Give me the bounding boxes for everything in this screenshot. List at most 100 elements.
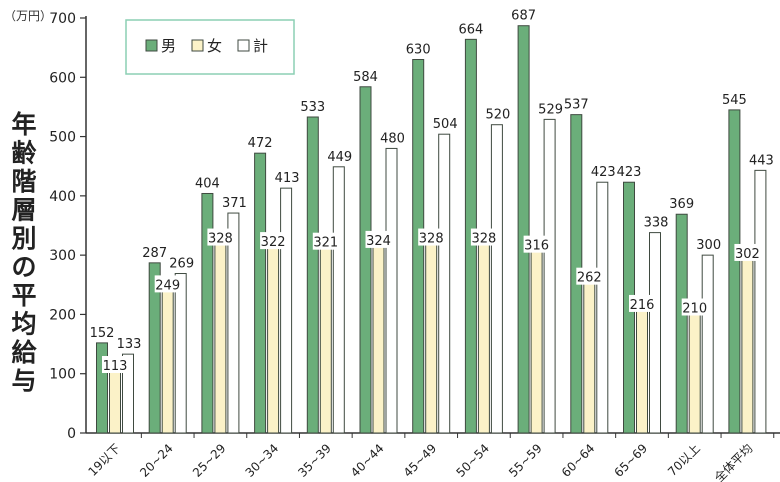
data-label-female: 328 xyxy=(419,232,444,247)
bar-計 xyxy=(227,212,240,434)
x-tick-label: 全体平均 xyxy=(711,441,756,482)
bar-女 xyxy=(688,308,701,434)
x-tick-label: 35~39 xyxy=(295,441,334,480)
data-label-female: 302 xyxy=(735,247,760,262)
bar-男 xyxy=(728,109,741,434)
y-tick-label: 500 xyxy=(49,130,76,146)
bar-女 xyxy=(583,277,596,434)
y-axis-title-char: 平 xyxy=(11,281,36,310)
y-axis-title-char: の xyxy=(11,253,36,282)
data-label-female: 210 xyxy=(682,302,707,317)
bar-男 xyxy=(517,25,530,434)
data-label-male: 630 xyxy=(406,43,431,58)
data-label-female: 316 xyxy=(524,239,549,254)
data-label-female-bg xyxy=(734,243,761,261)
x-tick-label: 60~64 xyxy=(559,441,598,480)
data-label-total: 423 xyxy=(591,165,616,180)
data-label-total: 529 xyxy=(538,102,563,117)
y-axis-title-char: 層 xyxy=(11,196,36,225)
bar-女 xyxy=(372,240,385,434)
data-label-female: 328 xyxy=(208,232,233,247)
x-tick-label: 40~44 xyxy=(348,441,387,480)
x-tick-label: 55~59 xyxy=(506,441,545,480)
bar-計 xyxy=(754,169,767,434)
data-label-male: 472 xyxy=(248,136,273,151)
data-label-male: 584 xyxy=(353,70,378,85)
data-label-female-bg xyxy=(154,275,181,293)
data-label-male: 152 xyxy=(90,326,115,341)
bar-計 xyxy=(490,124,503,434)
y-tick-label: 400 xyxy=(49,189,76,205)
data-label-female-bg xyxy=(523,235,550,253)
bar-計 xyxy=(174,273,187,434)
legend-label: 男 xyxy=(161,37,176,55)
y-axis-title-char: 与 xyxy=(11,367,36,396)
data-label-total: 480 xyxy=(380,131,405,146)
y-tick-label: 200 xyxy=(49,307,76,323)
x-tick-label: 45~49 xyxy=(401,441,440,480)
y-axis-title-char: 年 xyxy=(11,110,36,139)
data-label-female: 321 xyxy=(313,236,338,251)
bar-男 xyxy=(306,116,319,434)
data-label-female-bg xyxy=(470,228,497,246)
bar-女 xyxy=(741,253,754,434)
legend: 男女計 xyxy=(125,19,295,75)
bar-女 xyxy=(477,238,490,434)
data-label-female-bg xyxy=(576,267,603,285)
data-label-female-bg xyxy=(681,298,708,316)
bar-計 xyxy=(332,166,345,434)
data-label-male: 287 xyxy=(142,246,167,261)
y-tick-label: 300 xyxy=(49,248,76,264)
bar-男 xyxy=(254,152,267,434)
bar-女 xyxy=(425,238,438,434)
x-tick-label: 65~69 xyxy=(612,441,651,480)
x-tick-label: 70以上 xyxy=(665,441,703,479)
data-label-total: 300 xyxy=(696,238,721,253)
data-label-total: 133 xyxy=(117,337,142,352)
data-label-male: 533 xyxy=(300,100,325,115)
y-axis-title-char: 均 xyxy=(11,310,36,339)
bar-男 xyxy=(201,192,214,434)
x-tick-label: 50~54 xyxy=(453,441,492,480)
bar-計 xyxy=(280,187,293,434)
data-label-female-bg xyxy=(365,230,392,248)
data-label-female: 262 xyxy=(577,271,602,286)
x-tick-label: 30~34 xyxy=(243,441,282,480)
data-label-female-bg xyxy=(260,232,287,250)
y-tick-label: 100 xyxy=(49,367,76,383)
data-label-female-bg xyxy=(312,232,339,250)
data-label-female: 328 xyxy=(471,232,496,247)
bar-男 xyxy=(412,59,425,434)
data-label-female-bg xyxy=(102,356,128,374)
data-label-total: 520 xyxy=(485,108,510,123)
y-axis-title-char: 別 xyxy=(11,224,36,253)
x-tick-label: 20~24 xyxy=(137,441,176,480)
bar-女 xyxy=(109,365,121,434)
bar-計 xyxy=(122,353,134,434)
data-label-total: 338 xyxy=(644,216,669,231)
legend-swatch xyxy=(191,39,204,52)
x-tick-label: 25~29 xyxy=(190,441,229,480)
x-tick-label: 19以下 xyxy=(85,441,123,479)
legend-label: 女 xyxy=(207,37,222,55)
legend-swatch xyxy=(237,39,250,52)
y-tick-label: 0 xyxy=(67,426,76,442)
bar-計 xyxy=(701,254,714,434)
data-label-female: 113 xyxy=(103,359,128,374)
data-label-female: 216 xyxy=(630,298,655,313)
data-label-female-bg xyxy=(418,228,445,246)
data-label-female: 322 xyxy=(261,235,286,250)
data-label-total: 449 xyxy=(327,150,352,165)
data-label-female: 249 xyxy=(155,278,180,293)
data-label-male: 423 xyxy=(617,165,642,180)
data-label-male: 664 xyxy=(458,22,483,37)
bar-女 xyxy=(319,242,332,434)
bar-計 xyxy=(385,147,398,434)
data-label-female-bg xyxy=(207,228,234,246)
y-axis-title-char: 給 xyxy=(11,338,37,367)
x-tick-labels: 19以下 20~24 25~29 30~34 35~39 40~44 45~49 50~54 5… xyxy=(85,441,755,482)
y-axis-unit: （万円） xyxy=(4,9,52,23)
